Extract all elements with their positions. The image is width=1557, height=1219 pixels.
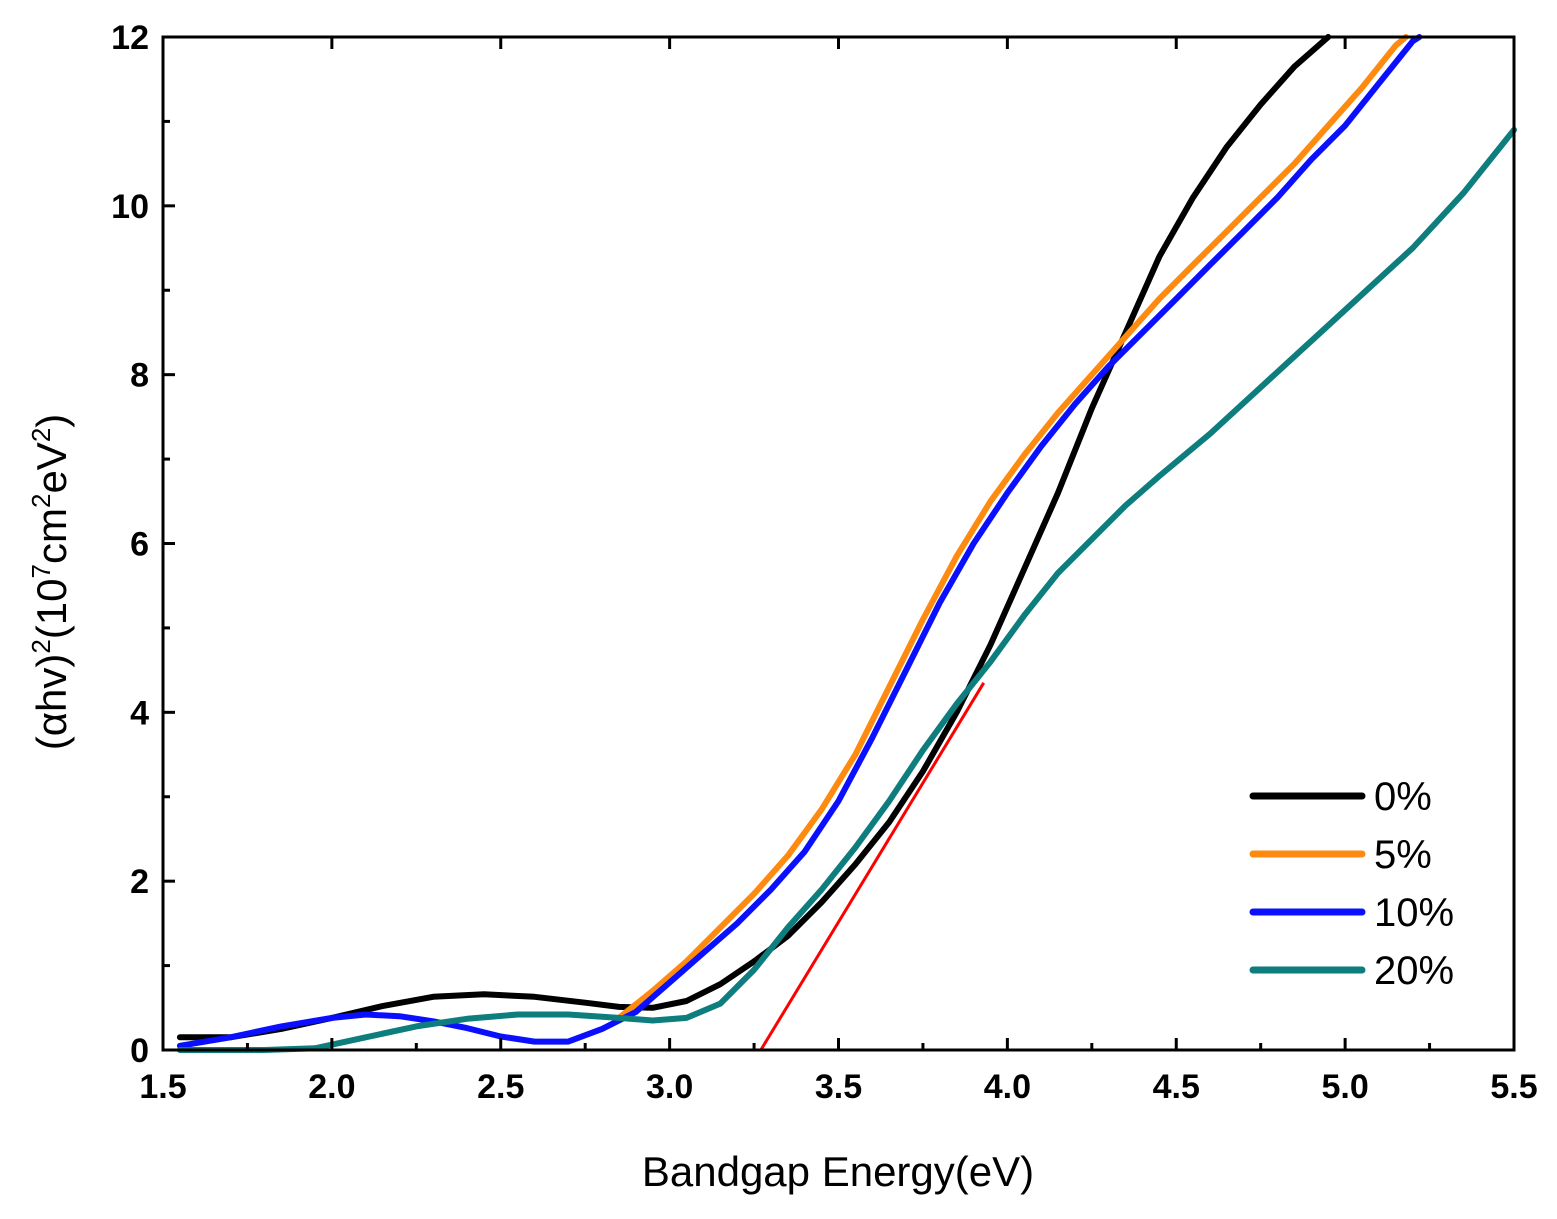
legend-label-10pct: 10%: [1374, 891, 1454, 935]
y-tick-label: 10: [111, 188, 149, 226]
y-tick-labels: 0 2 4 6 8 10 12: [111, 19, 149, 1070]
x-tick-label: 5.5: [1490, 1068, 1537, 1106]
ticks-layer: [161, 35, 1516, 1052]
fit-line-layer: [759, 682, 986, 1051]
y-axis-title: (αhv)2(107cm2eV2): [26, 414, 75, 751]
x-tick-label: 2.5: [477, 1068, 524, 1106]
series-layer: [176, 34, 1517, 1053]
y-tick-label: 8: [130, 357, 149, 395]
legend-label-0pct: 0%: [1374, 775, 1432, 819]
y-tick-label: 12: [111, 19, 149, 57]
legend-label-20pct: 20%: [1374, 949, 1454, 993]
linear-fit-line: [759, 682, 986, 1051]
x-tick-label: 3.0: [646, 1068, 693, 1106]
y-tick-label: 4: [130, 694, 149, 732]
legend: 0% 5% 10% 20%: [1249, 775, 1454, 993]
x-tick-label: 1.5: [139, 1068, 186, 1106]
x-tick-label: 5.0: [1321, 1068, 1368, 1106]
x-tick-label: 2.0: [308, 1068, 355, 1106]
y-tick-label: 6: [130, 526, 149, 564]
y-tick-label: 2: [130, 863, 149, 901]
series-line-20pct: [176, 126, 1517, 1053]
x-tick-label: 3.5: [815, 1068, 862, 1106]
x-tick-labels: 1.5 2.0 2.5 3.0 3.5 4.0 4.5 5.0 5.5: [139, 1068, 1537, 1106]
series-line-0pct: [176, 34, 1332, 1041]
x-axis-title: Bandgap Energy(eV): [642, 1148, 1034, 1195]
legend-label-5pct: 5%: [1374, 833, 1432, 877]
x-tick-label: 4.0: [984, 1068, 1031, 1106]
y-tick-label: 0: [130, 1032, 149, 1070]
series-line-5pct: [616, 34, 1409, 1021]
x-tick-label: 4.5: [1153, 1068, 1200, 1106]
